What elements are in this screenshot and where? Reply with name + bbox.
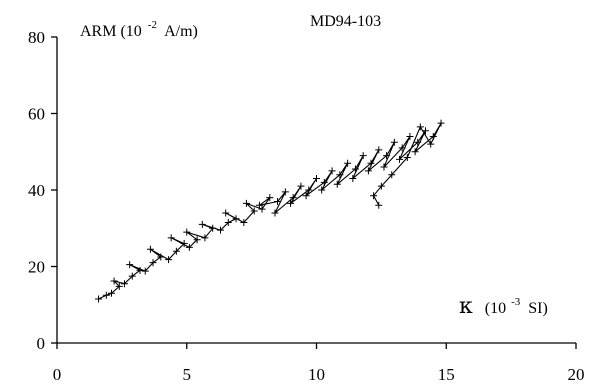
data-point (328, 167, 336, 175)
data-point (406, 132, 414, 140)
data-point (271, 209, 279, 217)
data-point (146, 245, 154, 253)
data-point (281, 188, 289, 196)
data-point (359, 152, 367, 160)
data-point (107, 289, 115, 297)
data-point (255, 201, 263, 209)
data-point (222, 209, 230, 217)
x-tick-label: 10 (308, 365, 325, 384)
axes (56, 37, 576, 344)
data-point (388, 171, 396, 179)
data-point (380, 163, 388, 171)
data-point (126, 261, 134, 269)
series-line (98, 122, 442, 300)
data-point (344, 159, 352, 167)
x-tick-label: 0 (53, 365, 62, 384)
data-point (333, 180, 341, 188)
x-tick-label: 15 (438, 365, 455, 384)
data-point (136, 266, 144, 274)
data-point (201, 234, 209, 242)
data-point (180, 240, 188, 248)
data-point (383, 152, 391, 160)
data-point (367, 159, 375, 167)
x-ticks: 0 5 10 15 20 (53, 343, 585, 384)
data-point (224, 219, 232, 227)
data-point (266, 194, 274, 202)
data-point (398, 144, 406, 152)
x-axis-label-prefix: (10 (485, 300, 506, 317)
y-tick-label: 0 (37, 334, 46, 353)
data-point (351, 165, 359, 173)
data-point (427, 140, 435, 148)
data-point (318, 186, 326, 194)
x-axis-label-symbol: κ (459, 294, 473, 319)
data-point (198, 220, 206, 228)
data-point (305, 186, 313, 194)
data-point (165, 256, 173, 264)
data-point (185, 243, 193, 251)
data-point (141, 267, 149, 275)
x-tick-label: 20 (568, 365, 585, 384)
data-point (297, 182, 305, 190)
data-point (421, 127, 429, 135)
data-point (258, 205, 266, 213)
data-point (157, 253, 165, 261)
y-axis-label-suffix: A/m) (164, 23, 198, 40)
data-point (216, 226, 224, 234)
y-ticks: 0 20 40 60 80 (28, 28, 57, 353)
data-point (320, 178, 328, 186)
data-point (287, 199, 295, 207)
y-tick-label: 60 (28, 105, 45, 124)
data-series (95, 119, 445, 303)
data-point (95, 295, 103, 303)
data-point (242, 199, 250, 207)
data-point (183, 228, 191, 236)
data-point (396, 155, 404, 163)
x-axis-label-suffix: SI) (528, 300, 548, 317)
y-axis-label: ARM (10 -2 A/m) (80, 15, 198, 40)
data-point (414, 138, 422, 146)
data-point (302, 192, 310, 200)
data-point (115, 282, 123, 290)
data-point (274, 197, 282, 205)
y-tick-label: 40 (28, 181, 45, 200)
data-point (349, 175, 357, 183)
data-point (209, 224, 217, 232)
data-point (411, 148, 419, 156)
x-axis-label: κ (10 -3 SI) (459, 292, 548, 319)
data-point (429, 132, 437, 140)
data-point (289, 194, 297, 202)
x-tick-label: 5 (183, 365, 192, 384)
data-point (375, 201, 383, 209)
data-point (250, 207, 258, 215)
data-point (390, 138, 398, 146)
data-point (375, 146, 383, 154)
data-point (193, 236, 201, 244)
data-point (149, 259, 157, 267)
data-point (167, 234, 175, 242)
x-axis-label-exponent: -3 (511, 296, 521, 308)
y-tick-label: 80 (28, 28, 45, 47)
data-point (120, 280, 128, 288)
data-point (172, 247, 180, 255)
y-axis-label-exponent: -2 (148, 19, 157, 31)
data-point (110, 277, 118, 285)
data-point (240, 219, 248, 227)
data-point (370, 192, 378, 200)
y-tick-label: 20 (28, 258, 45, 277)
data-point (377, 182, 385, 190)
data-point (437, 119, 445, 127)
data-point (336, 171, 344, 179)
data-point (364, 167, 372, 175)
data-point (313, 175, 320, 183)
chart-title: MD94-103 (310, 13, 381, 30)
data-point (102, 291, 110, 299)
y-axis-label-prefix: ARM (10 (80, 23, 142, 40)
data-point (232, 215, 240, 223)
data-point (403, 153, 411, 161)
data-point (416, 123, 424, 131)
data-point (128, 272, 136, 280)
